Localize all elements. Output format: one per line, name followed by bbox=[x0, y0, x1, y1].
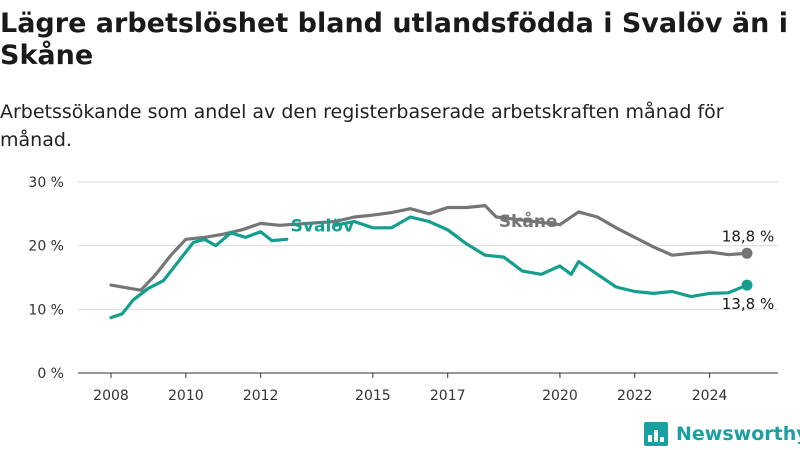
brand-name: Newsworthy bbox=[676, 423, 800, 445]
x-tick-label: 2015 bbox=[355, 388, 391, 404]
line-chart: 0 % 10 % 20 % 30 % 2008 2010 2012 2015 2017 2020… bbox=[28, 175, 778, 404]
chart-title: Lägre arbetslöshet bland utlandsfödda i … bbox=[0, 8, 789, 71]
series-lines bbox=[109, 204, 753, 320]
y-axis-ticks: 0 % 10 % 20 % 30 % bbox=[28, 175, 64, 382]
brand-footer: Newsworthy bbox=[644, 420, 800, 448]
series-line-skane bbox=[109, 204, 749, 292]
chart-subtitle: Arbetssökande som andel av den registerb… bbox=[0, 101, 724, 151]
x-axis-ticks: 2008 2010 2012 2015 2017 2020 2022 2024 bbox=[93, 373, 727, 404]
series-line-svalov bbox=[109, 215, 749, 320]
x-tick-label: 2008 bbox=[93, 388, 129, 404]
series-endpoint-svalov bbox=[741, 279, 753, 291]
end-value-label-skane: 18,8 % bbox=[722, 227, 774, 245]
series-name-label-svalov: Svalöv bbox=[291, 216, 354, 236]
x-tick-label: 2012 bbox=[243, 388, 279, 404]
y-tick-label: 20 % bbox=[28, 239, 64, 255]
series-name-label-skane: Skåne bbox=[499, 210, 558, 232]
newsworthy-logo-icon bbox=[644, 422, 668, 446]
y-tick-label: 30 % bbox=[28, 175, 64, 191]
x-tick-label: 2020 bbox=[542, 388, 578, 404]
grid-lines bbox=[78, 181, 778, 374]
y-tick-label: 0 % bbox=[37, 366, 64, 382]
series-labels: 18,8 % 13,8 % Svalöv Skåne bbox=[291, 210, 775, 313]
x-tick-label: 2010 bbox=[168, 388, 204, 404]
series-endpoint-skane bbox=[741, 247, 753, 259]
y-tick-label: 10 % bbox=[28, 302, 64, 318]
x-tick-label: 2022 bbox=[617, 388, 653, 404]
x-tick-label: 2024 bbox=[692, 388, 728, 404]
end-value-label-svalov: 13,8 % bbox=[722, 295, 774, 313]
x-tick-label: 2017 bbox=[430, 388, 466, 404]
